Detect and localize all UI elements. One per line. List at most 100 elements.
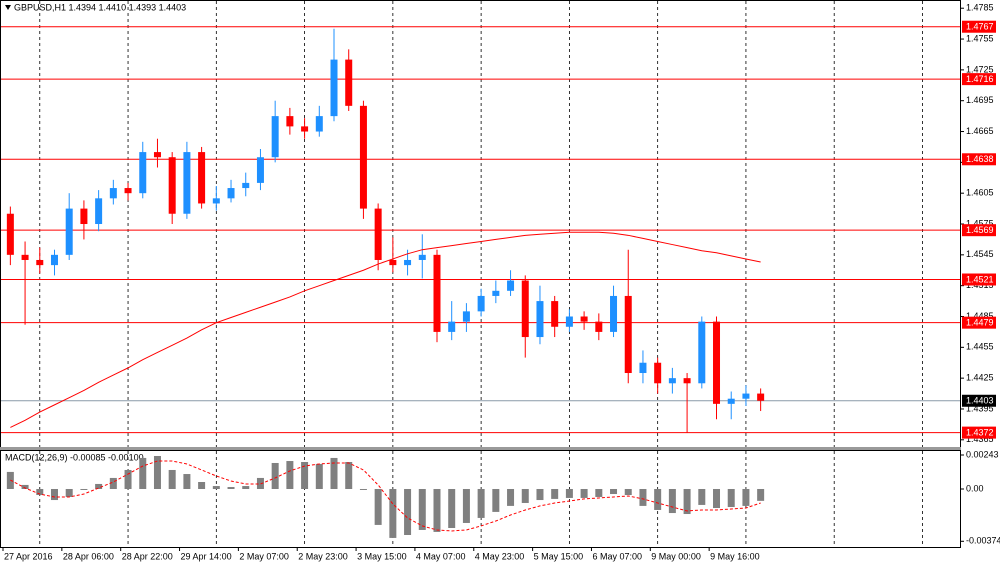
candle-body [36,259,44,266]
macd-bar [36,488,44,496]
macd-bar [374,488,382,525]
x-tick-label: 2 May 07:00 [239,551,289,561]
menu-arrow [5,5,11,10]
macd-bar [198,482,206,489]
macd-bar [742,488,750,506]
y-tick-label: 1.4695 [966,95,994,105]
candle-body [727,398,735,404]
level-label-box [962,20,996,33]
candle-body [624,295,632,374]
macd-bar [683,488,691,515]
level-label: 1.4767 [966,22,994,32]
level-label: 1.4716 [966,74,994,84]
last-price-box [962,394,996,407]
x-tick-label: 2 May 23:00 [298,551,348,561]
macd-bar [139,457,147,489]
macd-bar [227,487,235,489]
y-tick-label: 1.4365 [966,434,994,444]
candle-body [742,393,750,399]
macd-bar [507,488,515,506]
candle-body [683,378,691,384]
macd-bar [418,488,426,530]
y-tick-label: 1.4575 [966,218,994,228]
candle-body [551,301,559,327]
candle-body [139,152,147,194]
candle-body [21,254,29,260]
candle-body [521,280,529,338]
candle-body [212,198,220,204]
candle-body [713,321,721,404]
panel-separator [0,447,961,450]
macd-bar [330,457,338,489]
macd-bar [345,462,353,489]
level-label-box [962,153,996,166]
level-label-box [962,273,996,286]
candle-body [65,208,73,255]
level-label: 1.4638 [966,154,994,164]
macd-bar [698,488,706,505]
macd-bar [624,488,632,496]
macd-bar [301,462,309,489]
level-label: 1.4479 [966,318,994,328]
y-tick-label: 1.4395 [966,403,994,413]
candle-body [668,378,676,384]
y-tick-label: 1.4485 [966,311,994,321]
candle-body [374,208,382,260]
macd-bar [153,455,161,489]
candle-body [315,116,323,132]
y-tick-label: 0.00 [966,483,984,493]
candle-body [345,59,353,106]
macd-bar [183,474,191,489]
candle-body [757,393,765,401]
x-tick-label: 29 Apr 14:00 [181,551,232,561]
x-tick-label: 4 May 07:00 [416,551,466,561]
macd-bar [521,488,529,503]
candle-body [492,290,500,296]
macd-bar [65,488,73,497]
x-tick-label: 28 Apr 06:00 [63,551,114,561]
level-label-box [962,224,996,237]
level-label: 1.4569 [966,225,994,235]
candle-body [565,316,573,327]
macd-bar [271,462,279,489]
level-label: 1.4521 [966,274,994,284]
macd-bar [727,488,735,508]
macd-bar [462,488,470,523]
candle-body [477,295,485,312]
macd-bar [639,488,647,506]
macd-bar [757,488,765,501]
y-tick-label: -0.00374 [966,536,1000,546]
candle-body [389,259,397,266]
y-tick-label: 1.4785 [966,3,994,13]
candle-body [698,321,706,384]
moving-average [10,231,761,428]
macd-bar [448,488,456,529]
main-frame [0,0,961,448]
macd-bar [168,469,176,489]
y-tick-label: 1.4605 [966,188,994,198]
macd-bar [21,484,29,489]
candle-body [286,116,294,127]
macd-title: MACD(12,26,9) -0.00085 -0.00100 [5,452,144,462]
y-tick-label: 1.4725 [966,64,994,74]
macd-bar [359,488,367,490]
macd-bar [433,488,441,532]
chart-title: GBPUSD,H1 1.4394 1.4410 1.4393 1.4403 [14,2,186,12]
y-tick-label: 1.4665 [966,126,994,136]
candle-body [6,213,14,255]
candle-body [124,188,132,194]
candle-body [227,188,235,199]
x-tick-label: 28 Apr 22:00 [122,551,173,561]
macd-bar [404,488,412,535]
candle-body [639,362,647,374]
candle-body [595,321,603,332]
candle-body [153,152,161,158]
x-tick-label: 9 May 16:00 [710,551,760,561]
macd-bar [477,488,485,518]
level-label: 1.4372 [966,427,994,437]
macd-bar [286,461,294,489]
level-label-box [962,316,996,329]
macd-bar [668,488,676,514]
candle-body [256,157,264,183]
